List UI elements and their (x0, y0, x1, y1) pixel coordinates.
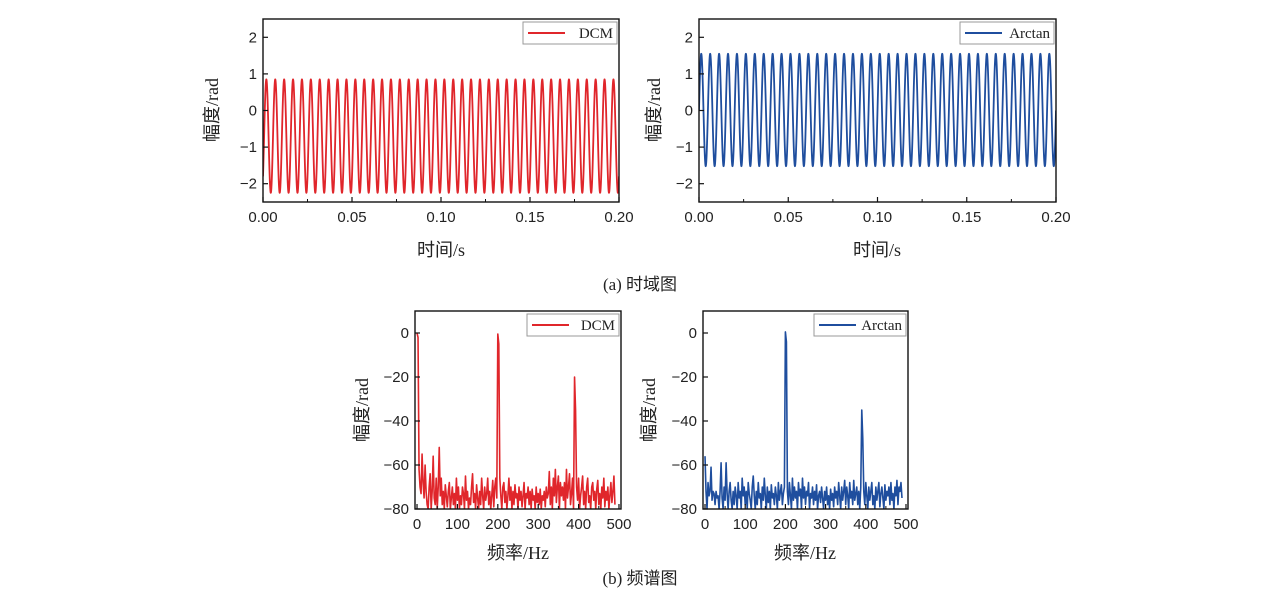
x-tick-label: 0.20 (1041, 209, 1070, 226)
y-tick-label: −20 (672, 369, 697, 386)
xlabel: 频率/Hz (774, 543, 836, 563)
caption-b: (b) 频谱图 (602, 569, 677, 588)
plot-frame (414, 310, 622, 510)
legend-box (526, 313, 620, 337)
y-tick-label: −1 (676, 139, 693, 156)
y-tick-label: 0 (401, 325, 409, 342)
x-tick-label: 200 (485, 516, 510, 533)
y-tick-label: −60 (672, 457, 697, 474)
y-tick-label: −40 (672, 413, 697, 430)
chart-spectrum-arctan: 幅度/rad 频率/Hz 0 100 200 300 400 500 0 −20 −40 −60 −… (639, 310, 919, 563)
y-tick-label: 0 (689, 325, 697, 342)
y-tick-label: −80 (672, 501, 697, 518)
x-tick-label: 0 (701, 516, 709, 533)
xlabel: 时间/s (417, 240, 465, 260)
legend-box (813, 313, 907, 337)
y-tick-label: −40 (384, 413, 409, 430)
caption-a: (a) 时域图 (603, 275, 677, 294)
x-tick-label: 300 (526, 516, 551, 533)
x-tick-label: 0.05 (774, 209, 803, 226)
x-tick-label: 400 (853, 516, 878, 533)
x-tick-label: 0.00 (684, 209, 713, 226)
series-line-arctan (704, 331, 903, 509)
series-line-dcm (416, 332, 616, 509)
x-tick-label: 500 (893, 516, 918, 533)
y-tick-label: 2 (249, 29, 257, 46)
xlabel: 频率/Hz (487, 543, 549, 563)
plot-frame (702, 310, 909, 510)
x-tick-label: 0.05 (337, 209, 366, 226)
x-tick-label: 400 (566, 516, 591, 533)
x-tick-label: 0.10 (863, 209, 892, 226)
legend-label: Arctan (1009, 26, 1050, 42)
ylabel: 幅度/rad (639, 378, 659, 442)
legend-box (522, 21, 618, 45)
legend-label: DCM (581, 318, 615, 334)
chart-time-arctan: 幅度/rad 时间/s 0.00 0.05 0.10 0.15 0.20 2 1 0 −1 −2 A… (644, 18, 1071, 260)
chart-spectrum-dcm: 幅度/rad 频率/Hz 0 100 200 300 400 500 0 −20 −40 −60 −… (352, 310, 631, 563)
x-tick-label: 0.20 (604, 209, 633, 226)
x-tick-label: 0.15 (952, 209, 981, 226)
xlabel: 时间/s (853, 240, 901, 260)
ylabel: 幅度/rad (352, 378, 372, 442)
x-tick-label: 0 (413, 516, 421, 533)
legend-label: Arctan (861, 318, 902, 334)
y-tick-label: −80 (384, 501, 409, 518)
y-tick-label: 1 (249, 66, 257, 83)
legend-label: DCM (579, 26, 613, 42)
x-tick-label: 0.15 (515, 209, 544, 226)
series-line-arctan (699, 52, 1056, 168)
y-tick-label: −20 (384, 369, 409, 386)
x-tick-label: 100 (733, 516, 758, 533)
y-tick-label: 2 (685, 29, 693, 46)
x-tick-label: 0.10 (426, 209, 455, 226)
legend-box (959, 21, 1055, 45)
y-tick-label: −2 (676, 176, 693, 193)
y-tick-label: −1 (240, 139, 257, 156)
ylabel: 幅度/rad (202, 78, 222, 142)
x-tick-label: 200 (773, 516, 798, 533)
x-tick-label: 300 (813, 516, 838, 533)
y-tick-label: 1 (685, 66, 693, 83)
chart-time-dcm: 幅度/rad 时间/s 0.00 0.05 0.10 0.15 0.20 2 1 0 −1 −2 D… (202, 18, 634, 260)
ylabel: 幅度/rad (644, 78, 664, 142)
y-tick-label: 0 (249, 103, 257, 120)
x-tick-label: 100 (445, 516, 470, 533)
x-tick-label: 500 (606, 516, 631, 533)
y-tick-label: 0 (685, 103, 693, 120)
x-tick-label: 0.00 (248, 209, 277, 226)
series-line-dcm (263, 78, 619, 194)
y-tick-label: −60 (384, 457, 409, 474)
y-tick-label: −2 (240, 176, 257, 193)
